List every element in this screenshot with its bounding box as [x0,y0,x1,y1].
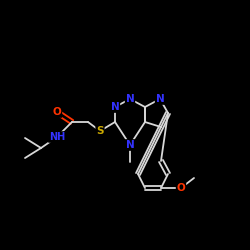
Text: N: N [126,140,134,150]
Text: O: O [52,107,62,117]
Text: N: N [126,94,134,104]
Text: N: N [110,102,120,112]
Text: N: N [156,94,164,104]
Text: S: S [96,126,104,136]
Text: NH: NH [49,132,65,142]
Text: O: O [176,183,186,193]
